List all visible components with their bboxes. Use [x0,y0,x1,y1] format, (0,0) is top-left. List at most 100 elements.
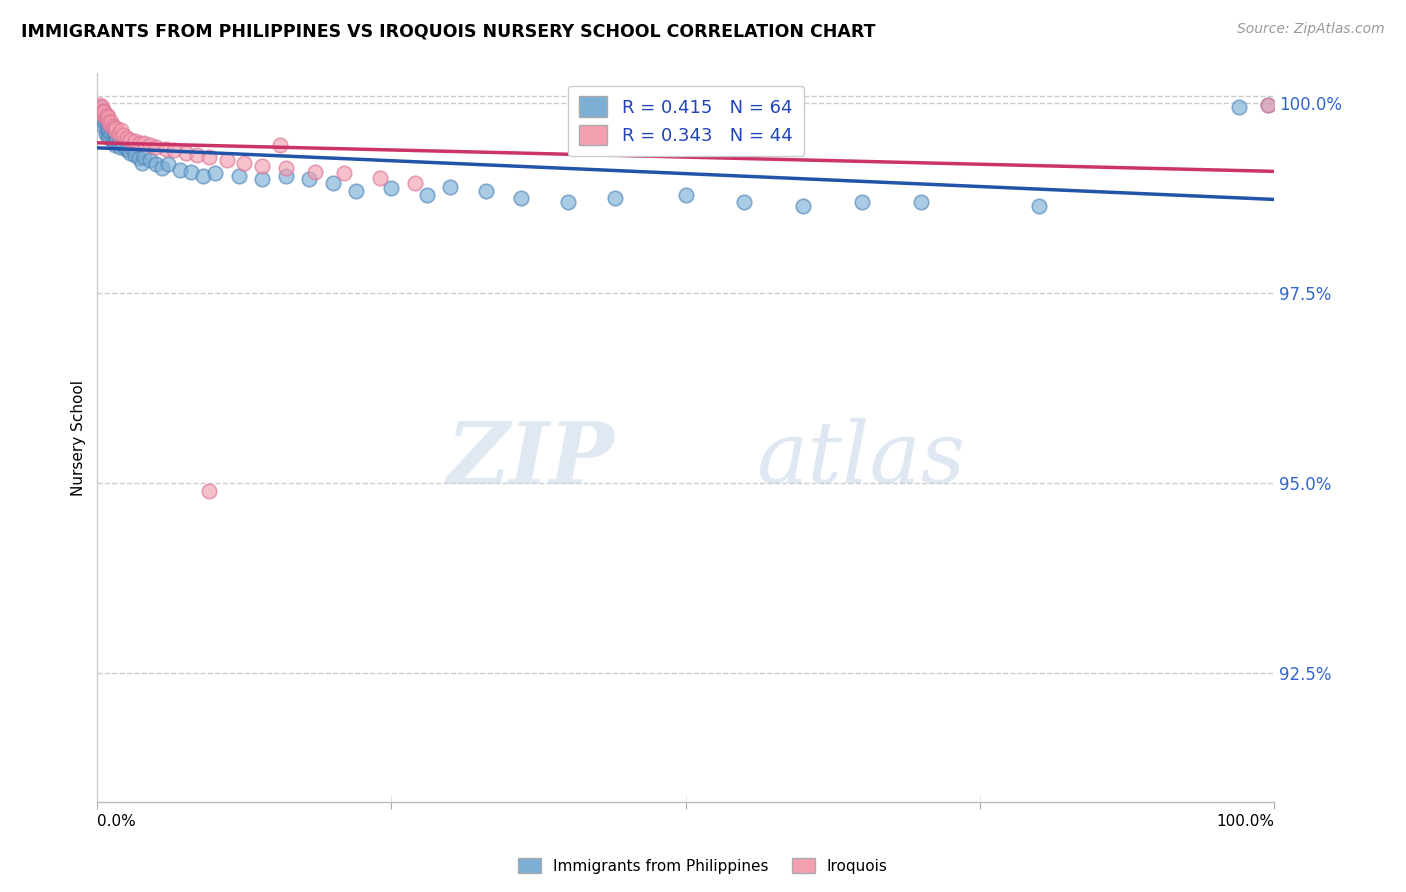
Point [114,142,136,156]
Point [134,149,156,163]
Point [1257,98,1279,112]
Point [100,115,122,129]
Point [134,136,156,150]
Point [333,166,356,180]
Point [250,159,273,173]
Point [105,120,128,135]
Point [204,166,226,180]
Point [101,123,124,137]
Point [180,165,202,179]
Point [105,133,128,147]
Point [269,138,291,153]
Text: Source: ZipAtlas.com: Source: ZipAtlas.com [1237,22,1385,37]
Point [89,100,111,114]
Point [1028,199,1050,213]
Point [163,144,186,158]
Point [98,125,121,139]
Point [139,153,162,168]
Point [94,127,117,141]
Point [322,176,344,190]
Point [124,134,146,148]
Point [90,103,112,117]
Point [103,128,125,143]
Point [128,136,150,150]
Point [96,108,118,122]
Point [107,136,129,150]
Point [198,483,221,498]
Point [150,161,173,175]
Point [250,172,273,186]
Point [792,199,814,213]
Point [145,157,167,171]
Point [91,105,114,120]
Point [97,110,120,124]
Point [439,180,461,194]
Point [91,108,114,122]
Point [93,105,115,120]
Point [98,130,121,145]
Point [103,120,125,135]
Legend: R = 0.415   N = 64, R = 0.343   N = 44: R = 0.415 N = 64, R = 0.343 N = 44 [568,86,803,156]
Text: IMMIGRANTS FROM PHILIPPINES VS IROQUOIS NURSERY SCHOOL CORRELATION CHART: IMMIGRANTS FROM PHILIPPINES VS IROQUOIS … [21,22,876,40]
Point [124,148,146,162]
Point [474,184,496,198]
Point [108,140,131,154]
Legend: Immigrants from Philippines, Iroquois: Immigrants from Philippines, Iroquois [512,852,894,880]
Point [733,195,755,210]
Point [509,191,531,205]
Point [603,191,626,205]
Point [557,195,579,210]
Point [274,161,297,175]
Point [131,155,153,169]
Point [97,120,120,135]
Point [121,142,143,156]
Point [120,133,142,147]
Point [97,113,120,128]
Point [91,103,114,118]
Point [101,134,124,148]
Point [96,123,118,137]
Point [274,169,297,183]
Point [675,187,697,202]
Point [145,140,167,154]
Text: ZIP: ZIP [447,417,614,501]
Point [91,108,114,122]
Point [155,142,177,156]
Point [112,138,135,153]
Point [193,169,215,183]
Point [1257,98,1279,112]
Point [100,127,122,141]
Text: 100.0%: 100.0% [1216,814,1274,829]
Point [186,148,208,162]
Text: 0.0%: 0.0% [97,814,136,829]
Point [104,123,127,137]
Text: atlas: atlas [756,418,966,500]
Point [98,115,121,129]
Point [105,130,128,145]
Point [298,172,321,186]
Point [94,110,117,124]
Point [117,144,139,158]
Point [120,145,142,160]
Point [139,138,162,153]
Point [233,155,256,169]
Point [115,130,138,145]
Point [174,145,197,160]
Point [128,151,150,165]
Point [98,119,121,133]
Point [104,138,127,153]
Point [96,118,118,132]
Point [107,127,129,141]
Point [1227,100,1250,114]
Point [91,119,114,133]
Point [91,112,114,126]
Point [101,119,124,133]
Point [98,118,121,132]
Point [97,128,120,143]
Point [110,134,132,148]
Point [228,169,250,183]
Point [156,157,179,171]
Point [344,184,367,198]
Point [91,100,114,114]
Point [404,176,426,190]
